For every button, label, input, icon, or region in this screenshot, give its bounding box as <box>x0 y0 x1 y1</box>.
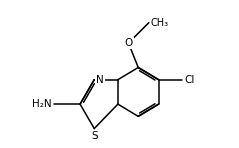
Text: S: S <box>91 131 98 141</box>
Text: H₂N: H₂N <box>33 99 52 109</box>
Text: Cl: Cl <box>184 75 195 85</box>
Text: N: N <box>96 75 104 85</box>
Text: CH₃: CH₃ <box>151 18 169 28</box>
Text: O: O <box>124 38 133 48</box>
